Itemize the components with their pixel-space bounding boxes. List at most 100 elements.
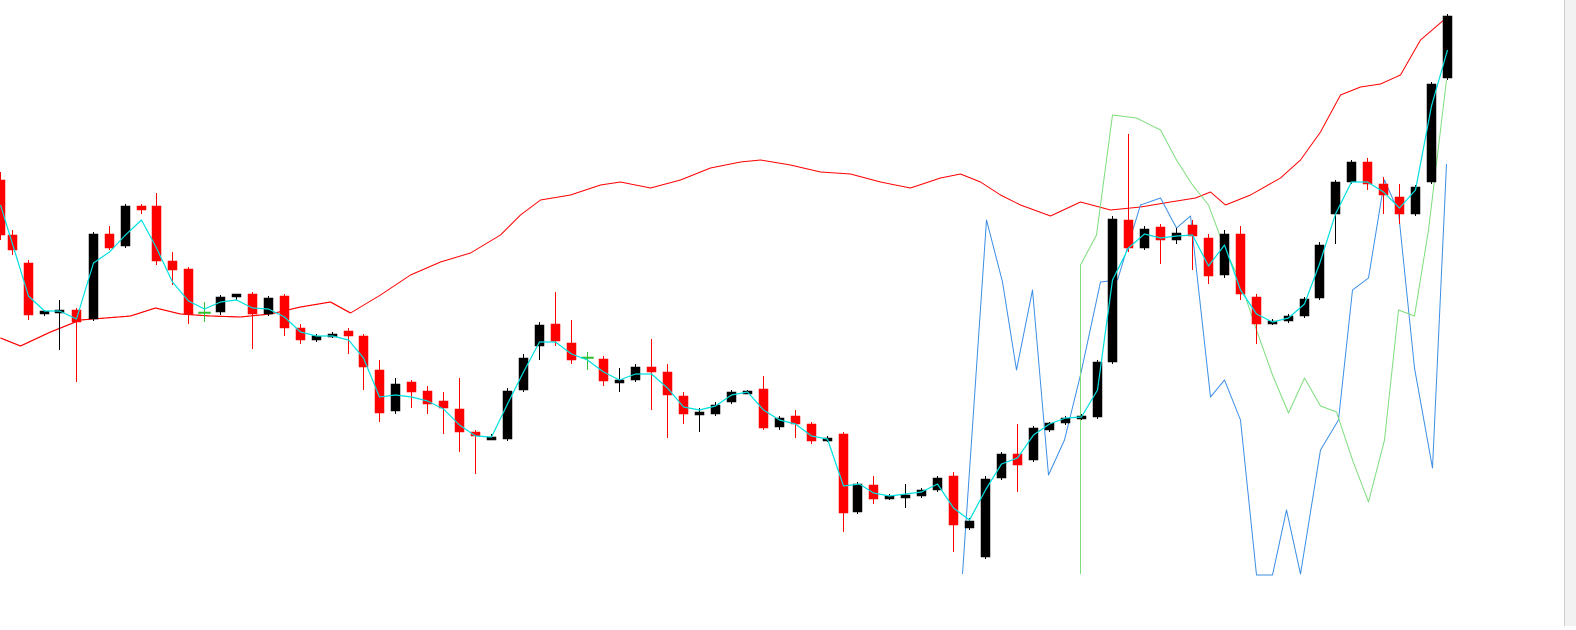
- upper-band-line-1: [0, 15, 1449, 347]
- candle-body: [390, 383, 401, 412]
- candle-body: [838, 433, 849, 514]
- candle: [1139, 226, 1150, 250]
- candle: [1219, 230, 1230, 278]
- candle: [774, 416, 785, 430]
- candle: [1426, 82, 1437, 184]
- candle-body: [996, 453, 1007, 479]
- candle: [502, 388, 513, 441]
- candle: [1330, 180, 1341, 244]
- candle-body: [868, 484, 879, 500]
- candle-body: [852, 483, 863, 513]
- candle-body: [215, 296, 226, 313]
- candle-body: [1155, 226, 1166, 241]
- candle-body: [1394, 196, 1405, 215]
- right-scroll-border[interactable]: [1564, 0, 1576, 626]
- candle: [167, 252, 178, 285]
- candle: [758, 376, 769, 430]
- candle: [566, 320, 577, 364]
- candle-body: [566, 342, 577, 361]
- candle-body: [198, 311, 211, 314]
- candle-body: [1219, 233, 1230, 276]
- candle-body: [774, 417, 785, 428]
- candle-body: [295, 327, 306, 341]
- candle-body: [806, 423, 817, 442]
- blue-line-line-3: [962, 163, 1447, 576]
- candle: [581, 352, 594, 370]
- candle: [279, 294, 290, 336]
- candle: [23, 260, 34, 320]
- candle-body: [694, 411, 705, 416]
- candle-body: [758, 388, 769, 429]
- candle: [54, 300, 65, 350]
- candle-body: [1442, 15, 1453, 79]
- candle-body: [646, 366, 657, 373]
- candle-body: [964, 520, 975, 529]
- candle-body: [518, 357, 529, 391]
- candle: [726, 390, 737, 404]
- candle: [438, 392, 449, 434]
- candle: [710, 402, 721, 416]
- candle-body: [358, 335, 369, 368]
- candle: [1123, 134, 1134, 252]
- candle-body: [1346, 161, 1357, 183]
- candle: [136, 204, 147, 214]
- candle: [980, 476, 991, 559]
- candle: [120, 204, 131, 248]
- candle: [422, 386, 433, 414]
- lower-band-line-2: [0, 301, 351, 347]
- candle: [454, 378, 465, 452]
- candle: [263, 296, 274, 316]
- ma-line-0: [0, 49, 1449, 521]
- candle: [343, 328, 354, 354]
- candle: [1107, 216, 1118, 364]
- candle-body: [374, 369, 385, 414]
- candle: [374, 360, 385, 422]
- candle: [948, 472, 959, 552]
- candle-body: [1187, 224, 1198, 237]
- candle-body: [88, 233, 99, 320]
- candle-body: [1139, 228, 1150, 249]
- candle-body: [502, 390, 513, 440]
- candle-body: [104, 233, 115, 249]
- candle: [1251, 294, 1262, 344]
- candle: [550, 292, 561, 346]
- candle-body: [438, 400, 449, 409]
- candle-body: [1426, 83, 1437, 183]
- candle: [852, 482, 863, 514]
- candle-body: [247, 293, 258, 315]
- candle-body: [1330, 181, 1341, 215]
- chart-bottom-margin: [0, 604, 1576, 626]
- candle-body: [263, 297, 274, 315]
- candle-body: [120, 205, 131, 247]
- candle-body: [1107, 218, 1118, 363]
- candle-body: [1123, 219, 1134, 249]
- candle-body: [534, 324, 545, 347]
- candle: [1362, 158, 1373, 190]
- candle: [630, 364, 641, 382]
- candle: [1346, 160, 1357, 184]
- candle-body: [23, 262, 34, 316]
- candle: [295, 324, 306, 344]
- candle: [358, 334, 369, 390]
- candle-body: [343, 330, 354, 337]
- candle-body: [980, 478, 991, 558]
- candle-body: [1314, 244, 1325, 299]
- candle-body: [1203, 237, 1214, 277]
- candle: [151, 193, 162, 265]
- candle-body: [948, 475, 959, 526]
- candle-body: [1028, 427, 1039, 461]
- candle: [1394, 184, 1405, 224]
- candle-body: [454, 408, 465, 433]
- candle-body: [710, 404, 721, 415]
- candle-body: [0, 179, 6, 236]
- candle: [104, 226, 115, 250]
- candle-body: [151, 205, 162, 262]
- candle-body: [231, 293, 242, 298]
- candle: [1314, 242, 1325, 300]
- candle: [662, 364, 673, 438]
- candle-body: [183, 268, 194, 315]
- candle-body: [1410, 186, 1421, 215]
- candle-body: [1362, 161, 1373, 185]
